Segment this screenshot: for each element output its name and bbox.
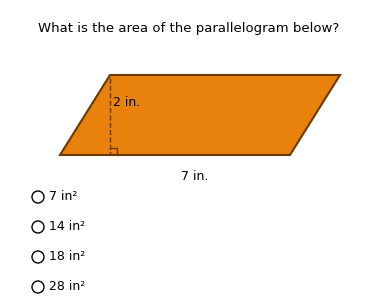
Text: 7 in.: 7 in. — [181, 170, 209, 183]
Text: 2 in.: 2 in. — [113, 96, 140, 110]
Text: What is the area of the parallelogram below?: What is the area of the parallelogram be… — [38, 22, 339, 35]
Polygon shape — [60, 75, 340, 155]
Text: 18 in²: 18 in² — [49, 250, 85, 264]
Text: 28 in²: 28 in² — [49, 281, 85, 294]
Text: 7 in²: 7 in² — [49, 191, 77, 204]
Text: 14 in²: 14 in² — [49, 221, 85, 233]
